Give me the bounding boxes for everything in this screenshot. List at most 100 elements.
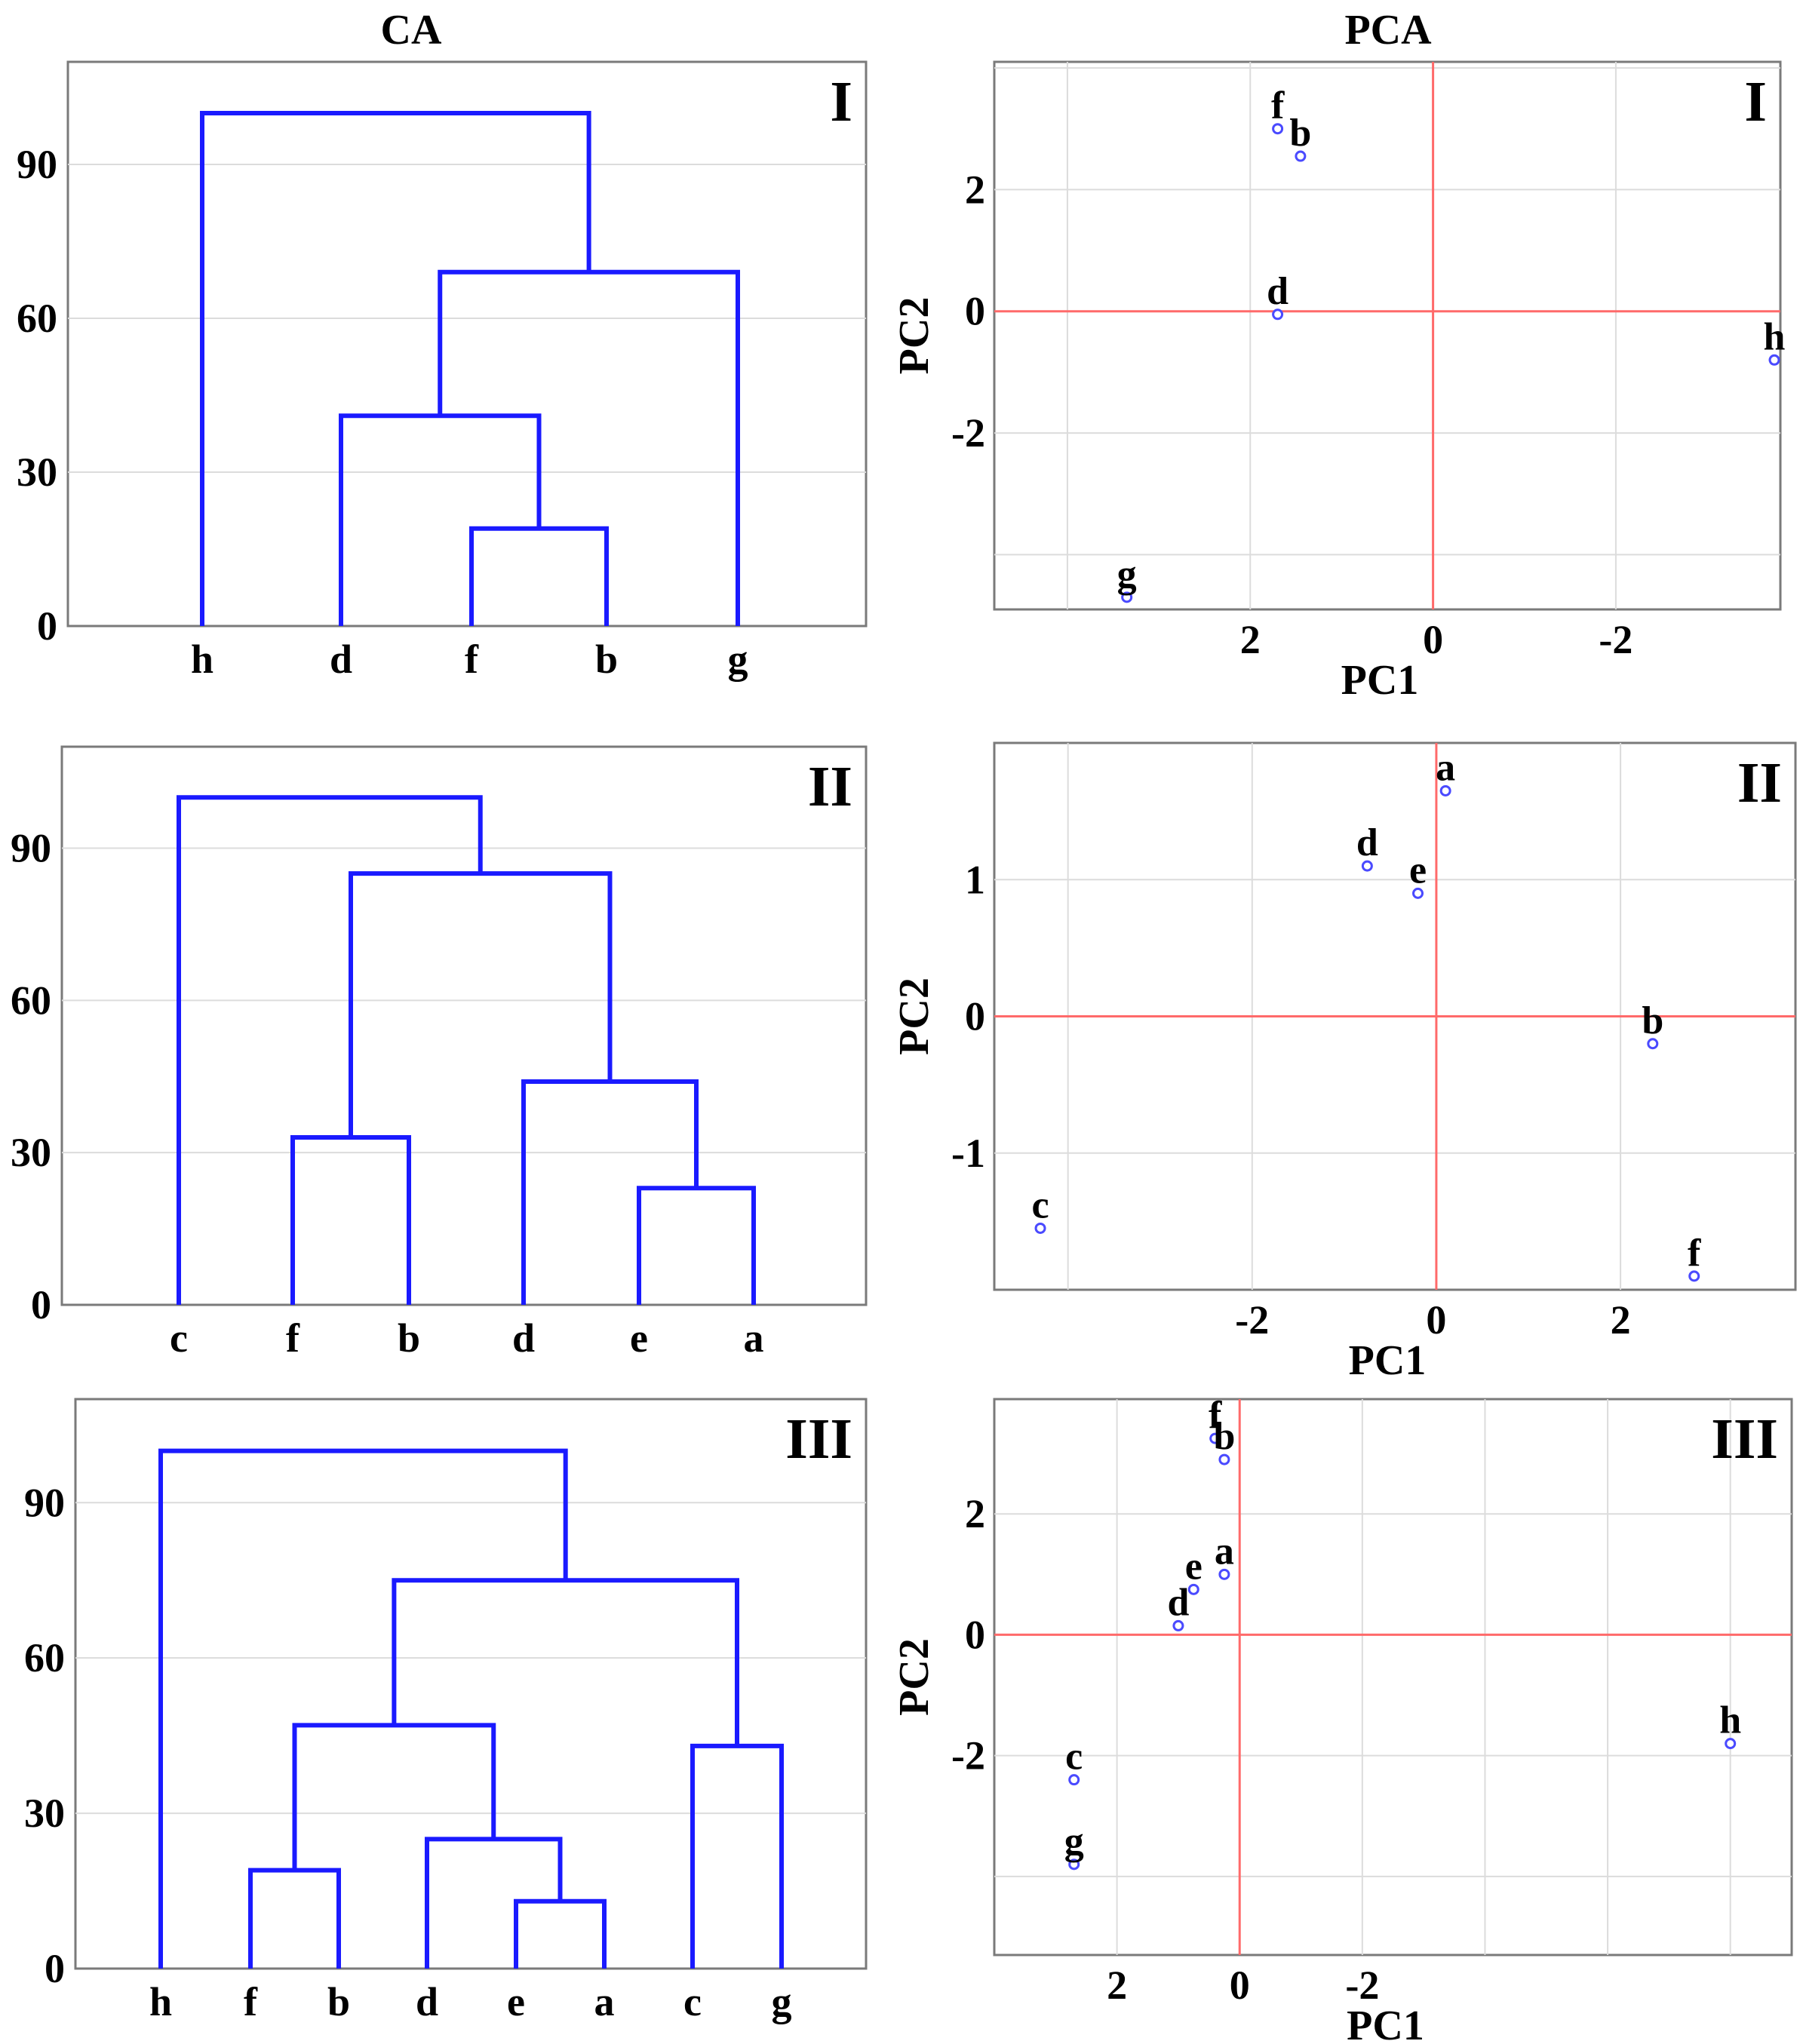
ca-leaf-label-d: d xyxy=(416,1979,438,2024)
pca-point-label-c: c xyxy=(1065,1736,1083,1779)
pca-point-c xyxy=(1034,1222,1046,1234)
ca-y-tick-label: 0 xyxy=(31,1282,51,1327)
ca-leaf-label-e: e xyxy=(630,1315,648,1361)
pca-y-tick-label: 0 xyxy=(965,289,985,334)
ca-panel-2: 0 30 60 90 c f b d e a II xyxy=(11,745,868,1361)
pca-point-f xyxy=(1209,1432,1221,1444)
pca-point-b xyxy=(1647,1038,1659,1050)
pca-point-label-f: f xyxy=(1688,1232,1701,1275)
ca-link-hdfbg xyxy=(200,111,591,626)
ca-leaf-label-g: g xyxy=(772,1979,792,2024)
pca-point-label-f: f xyxy=(1209,1394,1222,1437)
ca-leaf-label-b: b xyxy=(327,1979,350,2024)
pca-point-f xyxy=(1688,1270,1700,1282)
ca-y-tick-label: 0 xyxy=(45,1946,65,1991)
pca-x-axis-title: PC1 xyxy=(1349,1337,1427,1384)
pca-point-label-b: b xyxy=(1213,1415,1235,1458)
pca-panel-1: 2 0 -2 2 0 -2 PC1 PC2 fb d h g I xyxy=(891,60,1786,704)
pca-x-tick-label: 2 xyxy=(1611,1297,1631,1343)
ca-column-title: CA xyxy=(381,7,442,54)
pca-panel-frame xyxy=(993,1398,1793,1957)
ca-leaf-label-b: b xyxy=(595,637,618,682)
pca-point-label-b: b xyxy=(1289,112,1311,155)
pca-point-g xyxy=(1068,1858,1080,1871)
pca-y-tick-label: 2 xyxy=(965,1491,985,1536)
ca-leaf-label-f: f xyxy=(244,1979,258,2024)
pca-x-tick-label: 0 xyxy=(1230,1963,1250,2008)
pca-x-tick-label: -2 xyxy=(1599,617,1633,662)
pca-point-d xyxy=(1172,1619,1184,1631)
pca-point-label-a: a xyxy=(1436,746,1455,789)
pca-x-tick-label: 0 xyxy=(1423,617,1443,662)
pca-point-b xyxy=(1295,150,1307,162)
ca-leaf-label-a: a xyxy=(594,1979,615,2024)
pca-point-label-h: h xyxy=(1764,315,1786,358)
ca-leaf-label-g: g xyxy=(728,637,748,682)
ca-link-cfbdea xyxy=(177,795,483,1305)
ca-y-tick-label: 30 xyxy=(24,1791,65,1836)
pca-y-tick-label: 2 xyxy=(965,167,985,212)
pca-point-label-b: b xyxy=(1642,999,1663,1042)
pca-point-d xyxy=(1361,860,1373,872)
pca-x-tick-label: 2 xyxy=(1240,617,1261,662)
pca-point-a xyxy=(1218,1568,1230,1580)
pca-y-axis-title: PC2 xyxy=(891,977,938,1055)
ca-leaf-label-f: f xyxy=(465,637,479,682)
pca-point-label-e: e xyxy=(1409,849,1427,892)
pca-point-d xyxy=(1272,308,1284,321)
ca-leaf-label-e: e xyxy=(507,1979,525,2024)
pca-x-tick-label: 0 xyxy=(1426,1297,1446,1343)
ca-leaf-label-h: h xyxy=(191,637,213,682)
pca-point-e xyxy=(1187,1583,1199,1595)
ca-link-dea xyxy=(425,1837,563,1969)
pca-y-tick-label: -2 xyxy=(951,1733,985,1779)
pca-point-a xyxy=(1439,784,1451,796)
ca-link-fbdea xyxy=(292,1723,496,1871)
ca-panel-1: 0 30 60 90 h d f b g I xyxy=(17,60,868,682)
ca-link-fbdeacg xyxy=(392,1578,739,1746)
pca-point-b xyxy=(1218,1453,1230,1465)
pca-point-label-g: g xyxy=(1117,553,1137,596)
pca-point-label-a: a xyxy=(1215,1530,1234,1573)
pca-panel-label: I xyxy=(1744,70,1767,134)
ca-y-tick-label: 30 xyxy=(17,450,57,495)
pca-point-label-c: c xyxy=(1031,1183,1049,1226)
ca-leaf-label-b: b xyxy=(398,1315,420,1361)
pca-point-e xyxy=(1412,887,1424,899)
ca-panel-frame xyxy=(74,1398,868,1970)
pca-panel-2: -2 0 2 1 0 -1 PC1 PC2 a de b c f II xyxy=(891,741,1797,1384)
ca-y-tick-label: 0 xyxy=(37,603,57,649)
ca-leaf-label-a: a xyxy=(744,1315,764,1361)
pca-y-axis-title: PC2 xyxy=(891,297,938,375)
pca-y-tick-label: 0 xyxy=(965,1612,985,1657)
pca-point-f xyxy=(1272,123,1284,135)
pca-y-axis-title: PC2 xyxy=(891,1638,938,1716)
ca-leaf-label-f: f xyxy=(286,1315,300,1361)
pca-point-g xyxy=(1121,591,1133,603)
pca-point-h xyxy=(1725,1738,1737,1750)
ca-leaf-label-c: c xyxy=(683,1979,702,2024)
pca-x-tick-label: -2 xyxy=(1235,1297,1269,1343)
ca-y-tick-label: 30 xyxy=(11,1130,51,1175)
ca-link-hfbdeacg xyxy=(158,1448,568,1969)
pca-y-tick-label: -2 xyxy=(951,410,985,456)
pca-x-tick-label: -2 xyxy=(1345,1963,1379,2008)
pca-y-tick-label: -1 xyxy=(951,1131,985,1176)
pca-panel-label: II xyxy=(1737,751,1782,815)
ca-y-tick-label: 90 xyxy=(11,826,51,871)
ca-panel-frame xyxy=(66,60,868,628)
pca-x-tick-label: 2 xyxy=(1107,1963,1127,2008)
pca-point-c xyxy=(1068,1774,1080,1786)
ca-y-tick-label: 60 xyxy=(11,977,51,1023)
ca-y-tick-label: 60 xyxy=(17,296,57,341)
pca-point-label-e: e xyxy=(1185,1545,1203,1588)
pca-point-label-d: d xyxy=(1267,270,1289,313)
ca-leaf-label-d: d xyxy=(512,1315,535,1361)
pca-point-label-d: d xyxy=(1356,821,1378,864)
ca-panel-label: II xyxy=(808,755,852,818)
ca-panel-label: I xyxy=(830,70,852,134)
ca-leaf-label-c: c xyxy=(170,1315,188,1361)
ca-panel-3: 0 30 60 90 h f b d e a c g III xyxy=(24,1398,868,2024)
